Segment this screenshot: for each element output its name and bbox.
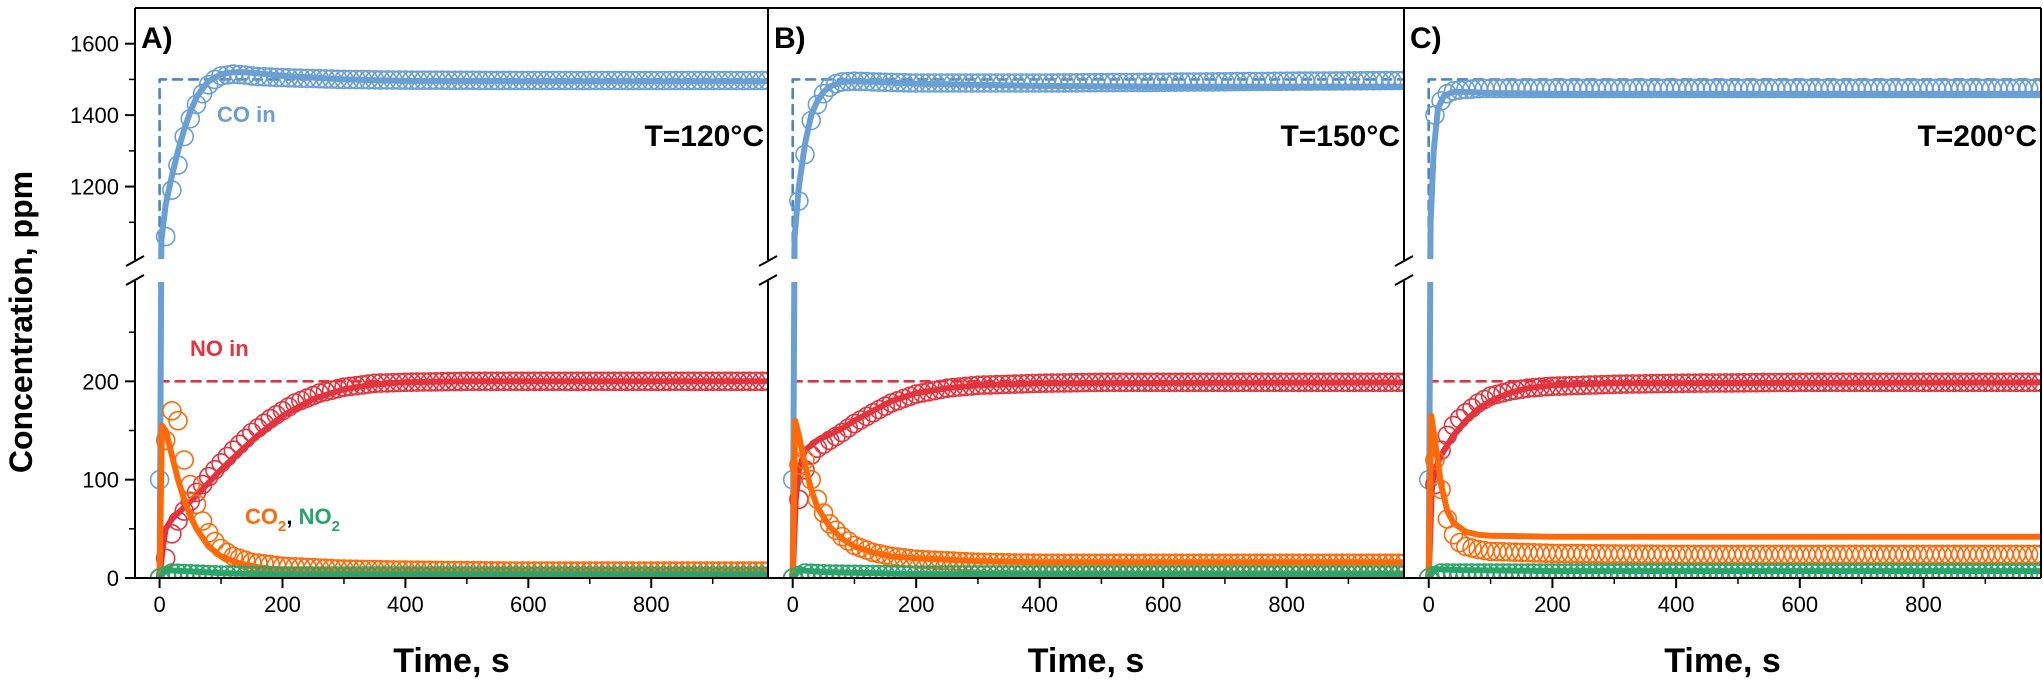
y-tick-label: 1200 (70, 175, 119, 200)
x-tick-label: 800 (1905, 592, 1942, 617)
plot-area (782, 70, 1404, 578)
co-measured-marker (2025, 78, 2041, 99)
x-tick-label: 200 (264, 592, 301, 617)
temperature-label: T=200°C (1917, 120, 2037, 153)
y-tick-label: 1400 (70, 103, 119, 128)
co-measured-marker (1394, 70, 1404, 91)
co2-measured-marker (174, 450, 194, 470)
x-tick-label: 600 (510, 592, 547, 617)
axis-break-band (767, 259, 1405, 282)
x-axis-label: Time, s (1664, 642, 1781, 680)
co-measured-marker (2031, 78, 2041, 99)
co-model-line (789, 78, 1404, 578)
co-model-line (156, 69, 768, 578)
co2-measured-marker (838, 531, 859, 551)
x-tick-label: 0 (153, 592, 165, 617)
axis-break-mark (758, 255, 778, 286)
x-tick-label: 600 (1145, 592, 1182, 617)
y-axis-label: Concentration, ppm (3, 171, 39, 473)
y-tick-label: 1600 (70, 32, 119, 57)
co-in-line (791, 78, 1404, 578)
no-model-line (156, 378, 768, 578)
co2-measured-marker (1462, 538, 1482, 558)
no-in-annotation: NO in (190, 336, 249, 361)
co2-model-line (1425, 412, 2041, 578)
axis-break-mark (125, 255, 145, 286)
co2-measured-marker (162, 400, 182, 421)
co-measured-marker (813, 83, 834, 104)
no2-model-line (789, 567, 1404, 578)
annotation-separator: , (286, 504, 298, 529)
co2-model-line (789, 417, 1404, 578)
co-model-line (1425, 88, 2041, 578)
co2-measured-marker (1449, 532, 1470, 553)
panel-label: A) (141, 22, 173, 55)
y-tick-label: 0 (107, 566, 119, 591)
axis-break-mark (1394, 255, 1414, 286)
co-measured-marker (1431, 91, 1451, 111)
x-tick-label: 200 (1534, 592, 1571, 617)
y-tick-label: 100 (82, 468, 119, 493)
no-model-line (789, 379, 1404, 578)
axis-break-band (1403, 259, 2042, 282)
y-tick-label: 200 (82, 369, 119, 394)
co2-label: CO (245, 504, 278, 529)
co2-measured-marker (168, 410, 188, 431)
co2-measured-marker (1468, 539, 1488, 560)
no2-model-line (156, 567, 768, 578)
co2-measured-marker (1456, 536, 1476, 557)
x-tick-label: 0 (787, 592, 799, 617)
co-in-annotation: CO in (217, 102, 276, 127)
panel-2: 0 200 400 600 800 Time, s B) T=150°C (758, 7, 1405, 680)
panel-3: 0 200 400 600 800 Time, s C) T=200°C (1394, 7, 2042, 680)
x-tick-label: 400 (1658, 592, 1695, 617)
co2-measured-marker (826, 520, 846, 541)
no2-model-line (1425, 566, 2041, 578)
panel-label: C) (1410, 22, 1442, 55)
plot-area (1418, 78, 2041, 578)
co-measured-marker (807, 94, 828, 115)
co2-subscript: 2 (278, 518, 286, 535)
x-tick-label: 400 (1021, 592, 1058, 617)
x-tick-label: 800 (633, 592, 670, 617)
co2-measured-marker (2031, 544, 2041, 565)
no2-label: NO (299, 504, 332, 529)
temperature-label: T=150°C (1280, 120, 1400, 153)
x-axis-label: Time, s (393, 642, 510, 680)
x-tick-label: 400 (387, 592, 424, 617)
x-tick-label: 800 (1268, 592, 1305, 617)
panel-1: 0 200 400 600 800 Time, s 0 100 200 1200 1400 1600 A… (70, 7, 769, 680)
co2-measured-marker (819, 514, 840, 534)
x-axis-label: Time, s (1028, 642, 1145, 680)
plot-area (149, 64, 768, 578)
co-measured-marker (2018, 78, 2039, 99)
axis-break-band (134, 259, 769, 282)
no2-subscript: 2 (332, 518, 340, 535)
x-tick-label: 600 (1781, 592, 1818, 617)
co-in-line (1427, 78, 2041, 578)
panel-label: B) (774, 22, 806, 55)
temperature-label: T=120°C (644, 120, 764, 153)
co2-model-line (156, 422, 768, 578)
x-tick-label: 0 (1423, 592, 1435, 617)
co2-no2-annotation: CO2, NO2 (245, 504, 340, 535)
x-tick-label: 200 (898, 592, 935, 617)
